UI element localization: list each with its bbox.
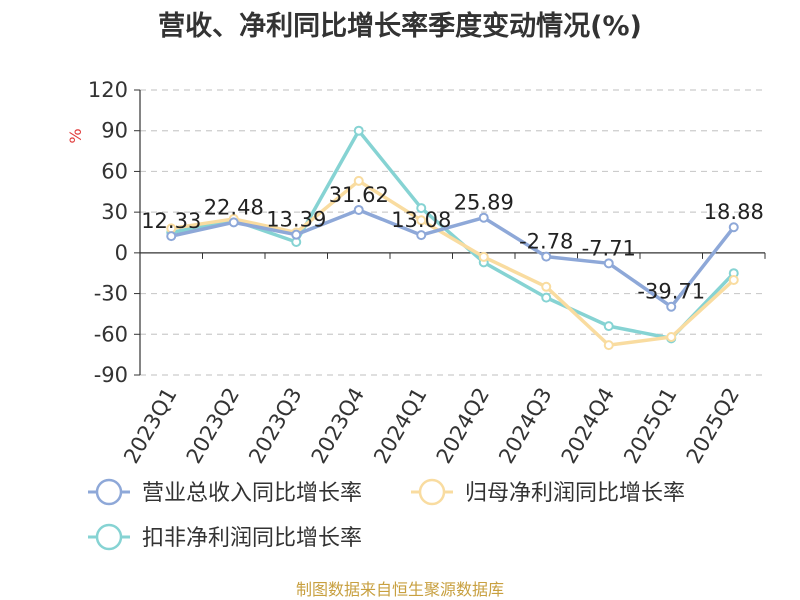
y-tick-label: 60: [101, 159, 128, 183]
series-line: [170, 128, 736, 341]
legend-swatch-marker: [418, 478, 446, 506]
data-point: [603, 340, 614, 351]
data-point: [353, 204, 364, 215]
y-tick-label: -30: [94, 282, 128, 306]
axes: [134, 89, 766, 376]
data-point: [541, 251, 552, 262]
data-point: [666, 332, 677, 342]
legend-label[interactable]: 营业总收入同比增长率: [142, 481, 362, 506]
series-lines: [166, 125, 739, 351]
x-tick-label: 2023Q2: [182, 384, 244, 468]
data-point: [291, 229, 302, 240]
x-tick-label: 2024Q1: [369, 384, 431, 468]
y-tick-label: 30: [101, 200, 128, 224]
data-point: [353, 125, 364, 136]
series-line: [170, 208, 736, 309]
grid-lines: [140, 89, 765, 376]
data-point: [478, 212, 489, 223]
data-point: [416, 203, 427, 214]
data-label: -7.71: [582, 236, 636, 260]
x-tick-label: 2024Q4: [557, 384, 619, 468]
legend-swatch-marker: [95, 478, 123, 506]
data-point: [603, 258, 614, 269]
data-point: [541, 281, 552, 292]
y-tick-label: 120: [88, 78, 128, 102]
x-tick-label: 2025Q1: [619, 384, 681, 468]
x-tick-label: 2023Q3: [244, 384, 306, 468]
x-tick-label: 2023Q4: [307, 384, 369, 468]
data-point: [478, 251, 489, 262]
y-tick-label: 0: [115, 241, 128, 265]
y-tick-labels: 120 90 60 30 0 -30 -60 -90: [88, 78, 128, 387]
data-point: [728, 275, 739, 285]
data-label: -39.71: [637, 280, 705, 304]
data-label: -2.78: [519, 230, 573, 254]
data-label: 25.89: [454, 191, 514, 215]
data-label: 13.08: [391, 208, 451, 232]
y-tick-label: -60: [94, 322, 128, 346]
data-label: 12.33: [141, 209, 201, 233]
data-point: [728, 222, 739, 233]
data-label: 18.88: [704, 200, 764, 224]
data-point: [603, 321, 614, 332]
data-point: [353, 175, 364, 186]
legend-label[interactable]: 扣非净利润同比增长率: [142, 526, 362, 551]
data-point: [666, 301, 677, 312]
data-point: [228, 217, 239, 228]
y-tick-label: 90: [101, 119, 128, 143]
legend-swatch-marker: [95, 523, 123, 551]
series-line: [170, 179, 735, 347]
data-point: [416, 215, 427, 226]
x-tick-labels: 2023Q1 2023Q2 2023Q3 2023Q4 2024Q1 2024Q2 2024…: [119, 384, 744, 468]
data-label: 31.62: [329, 183, 389, 207]
chart-title: 营收、净利同比增长率季度变动情况(%): [158, 11, 642, 42]
data-label: 22.48: [204, 195, 264, 219]
legend-label[interactable]: 归母净利润同比增长率: [465, 481, 685, 506]
y-axis-unit-label: %: [66, 128, 85, 143]
data-point: [416, 230, 427, 241]
data-source-note: 制图数据来自恒生聚源数据库: [295, 580, 504, 599]
x-tick-label: 2024Q2: [432, 384, 494, 468]
y-tick-label: -90: [94, 363, 128, 387]
x-tick-label: 2023Q1: [119, 384, 181, 468]
data-point: [166, 231, 177, 242]
data-point: [541, 292, 552, 303]
x-tick-label: 2025Q2: [682, 384, 744, 468]
x-tick-label: 2024Q3: [494, 384, 556, 468]
data-label: 13.39: [266, 208, 326, 232]
